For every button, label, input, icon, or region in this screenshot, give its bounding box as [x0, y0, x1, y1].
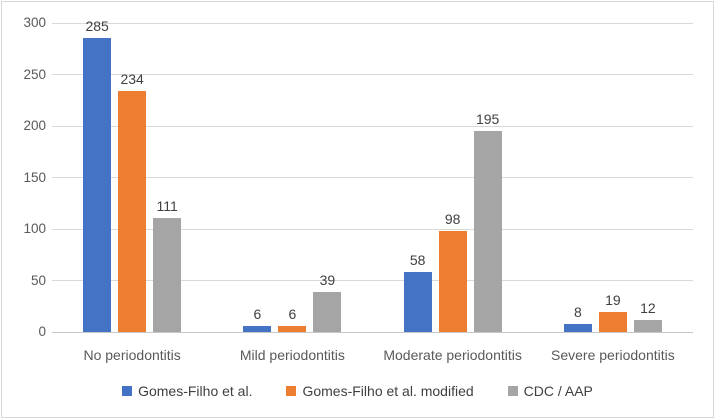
bar-value-label: 98 [444, 211, 461, 228]
bar-value-label: 39 [319, 271, 336, 288]
bar-gomes-filho-et-al-modified [598, 312, 627, 332]
legend-item: CDC / AAP [507, 383, 593, 399]
plot-area: 285 234 111 6 6 39 58 98 195 8 19 12 [52, 18, 693, 333]
bar-cdc-aap [313, 291, 342, 332]
legend-item: Gomes-Filho et al. modified [286, 383, 474, 399]
y-axis-tick-label: 0 [38, 324, 46, 339]
bar-gomes-filho-et-al-modified [118, 90, 147, 332]
bar-value-label: 19 [605, 292, 621, 309]
x-axis-category-label: No periodontitis [83, 347, 181, 363]
bar-gomes-filho-et-al [243, 325, 272, 332]
bar-value-label: 8 [573, 303, 582, 320]
bar-gomes-filho-et-al-modified [278, 325, 307, 332]
legend-label: CDC / AAP [523, 383, 593, 399]
legend-swatch-icon [122, 386, 133, 396]
gridline [52, 74, 693, 75]
x-axis-category-label: Moderate periodontitis [383, 347, 522, 363]
y-axis-tick-label: 150 [23, 169, 46, 185]
gridline [52, 280, 693, 281]
bar-value-label: 111 [156, 197, 178, 214]
bar-value-label: 234 [120, 70, 144, 87]
legend-label: Gomes-Filho et al. [138, 383, 253, 399]
bar-value-label: 285 [85, 18, 109, 35]
x-axis-category-label: Severe periodontitis [551, 347, 675, 363]
bar-cdc-aap [473, 131, 502, 332]
legend-swatch-icon [507, 386, 518, 396]
y-axis-tick-label: 100 [23, 221, 46, 236]
bar-value-label: 195 [475, 111, 500, 128]
bar-value-label: 12 [640, 299, 656, 316]
y-axis-tick-label: 250 [23, 66, 46, 82]
y-axis-tick-label: 200 [23, 118, 46, 133]
bar-cdc-aap [153, 217, 182, 332]
bar-value-label: 6 [288, 305, 297, 322]
y-axis-tick-label: 50 [30, 272, 46, 288]
x-axis-line [52, 331, 693, 333]
bar-value-label: 6 [253, 305, 262, 322]
bar-gomes-filho-et-al-modified [438, 231, 467, 332]
gridline [52, 125, 693, 127]
bar-cdc-aap [633, 319, 662, 332]
gridline [52, 22, 693, 24]
legend-label: Gomes-Filho et al. modified [302, 383, 474, 399]
bar-gomes-filho-et-al [563, 323, 592, 332]
gridline [52, 177, 693, 178]
legend-swatch-icon [286, 386, 297, 396]
legend-item: Gomes-Filho et al. [122, 383, 252, 399]
legend: Gomes-Filho et al. Gomes-Filho et al. mod… [2, 383, 713, 399]
bar-value-label: 58 [409, 252, 426, 269]
y-axis-tick-label: 300 [23, 15, 46, 30]
x-axis-category-label: Mild periodontitis [239, 347, 345, 363]
gridline [52, 228, 693, 230]
bar-gomes-filho-et-al [83, 38, 112, 332]
bar-gomes-filho-et-al [403, 272, 432, 332]
